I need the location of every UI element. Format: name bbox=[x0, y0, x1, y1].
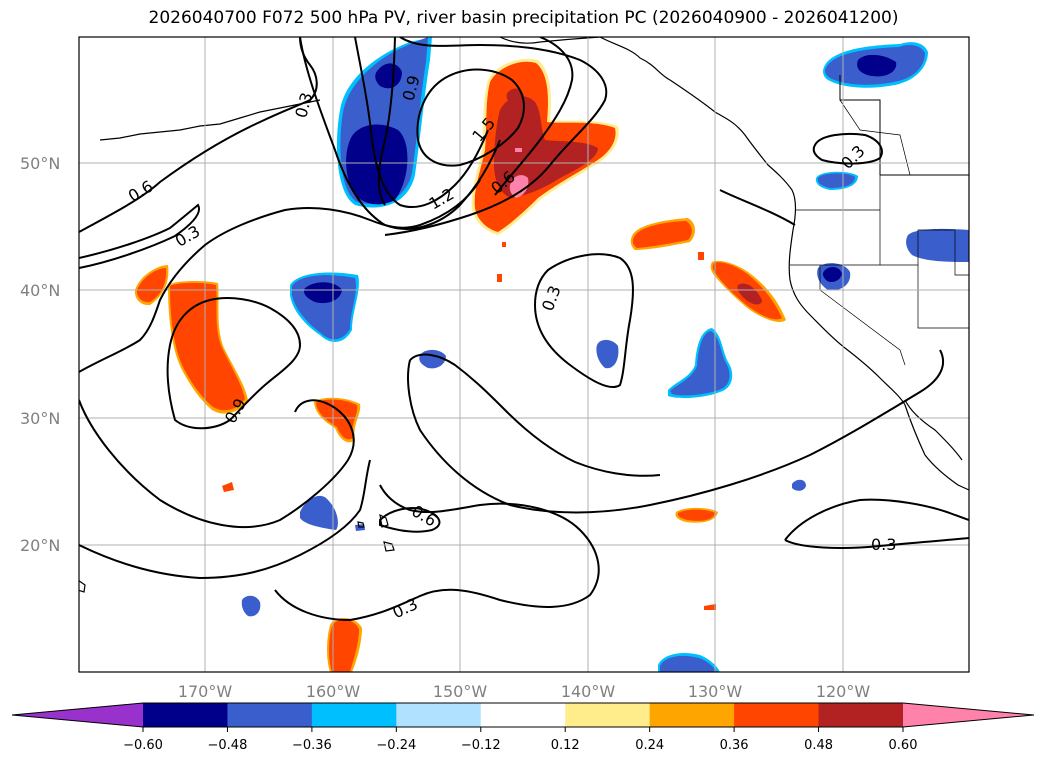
colorbar-segment bbox=[734, 703, 820, 727]
lon-label: 130°W bbox=[688, 682, 743, 701]
contour-0.3-west bbox=[79, 203, 200, 269]
contour-0.6-nw bbox=[79, 37, 318, 233]
colorbar-tick-label: 0.48 bbox=[804, 738, 833, 753]
neg-anomaly-aleutian bbox=[336, 37, 432, 208]
graticule bbox=[79, 37, 969, 672]
colorbar-tick-label: −0.60 bbox=[123, 738, 163, 753]
colorbar-extend-min bbox=[12, 703, 143, 727]
longitude-labels: 170°W 160°W 150°W 140°W 130°W 120°W bbox=[178, 682, 871, 701]
colorbar-segment bbox=[311, 703, 397, 727]
lon-label: 160°W bbox=[306, 682, 361, 701]
colorbar-tick-label: 0.36 bbox=[720, 738, 749, 753]
colorbar-segment bbox=[649, 703, 735, 727]
contour-label: 0.3 bbox=[871, 535, 896, 554]
map-title: 2026040700 F072 500 hPa PV, river basin … bbox=[148, 8, 899, 28]
neg-anomaly-d bbox=[660, 655, 717, 672]
lon-label: 150°W bbox=[433, 682, 488, 701]
lat-label: 50°N bbox=[20, 154, 60, 173]
colorbar-tick-label: 0.60 bbox=[889, 738, 918, 753]
pos-anomaly-c bbox=[136, 268, 167, 303]
state-borders bbox=[790, 99, 969, 366]
colorbar-tick-label: −0.48 bbox=[208, 738, 248, 753]
contour-0.9-ring bbox=[166, 297, 302, 430]
pos-anomaly-a bbox=[632, 221, 692, 248]
neg-anomaly-b bbox=[596, 339, 619, 369]
colorbar-tick-label: −0.24 bbox=[376, 738, 416, 753]
pos-anomaly-d bbox=[170, 282, 245, 411]
lat-label: 40°N bbox=[20, 281, 60, 300]
coastlines bbox=[79, 37, 969, 593]
colorbar-segment bbox=[396, 703, 482, 727]
colorbar-tick-label: −0.12 bbox=[461, 738, 501, 753]
colorbar-tick-label: −0.36 bbox=[292, 738, 332, 753]
colorbar-extend-max bbox=[903, 703, 1034, 727]
colorbar-segment bbox=[143, 703, 228, 727]
pos-anomaly-f bbox=[329, 619, 359, 672]
colorbar-segment bbox=[818, 703, 904, 727]
colorbar-tick-label: 0.12 bbox=[551, 738, 580, 753]
lon-label: 170°W bbox=[178, 682, 233, 701]
colorbar-segment bbox=[227, 703, 313, 727]
colorbar-tick-label: 0.24 bbox=[635, 738, 664, 753]
map-frame bbox=[78, 36, 970, 673]
colorbar-segment bbox=[565, 703, 651, 727]
pv-contours bbox=[79, 37, 969, 622]
latitude-labels: 50°N 40°N 30°N 20°N bbox=[20, 154, 60, 555]
lon-label: 120°W bbox=[816, 682, 871, 701]
lat-label: 30°N bbox=[20, 409, 60, 428]
neg-anomaly-e bbox=[906, 228, 969, 262]
lon-label: 140°W bbox=[561, 682, 616, 701]
pos-anomaly-e bbox=[316, 399, 358, 440]
contour-0.3-central bbox=[533, 253, 634, 388]
colorbar-segment bbox=[480, 703, 566, 727]
colorbar: −0.60 −0.48 −0.36 −0.24 −0.12 0.12 0.24 0.36 0.4… bbox=[11, 702, 1035, 753]
lat-label: 20°N bbox=[20, 536, 60, 555]
contour-1.5-ridge bbox=[416, 68, 525, 167]
